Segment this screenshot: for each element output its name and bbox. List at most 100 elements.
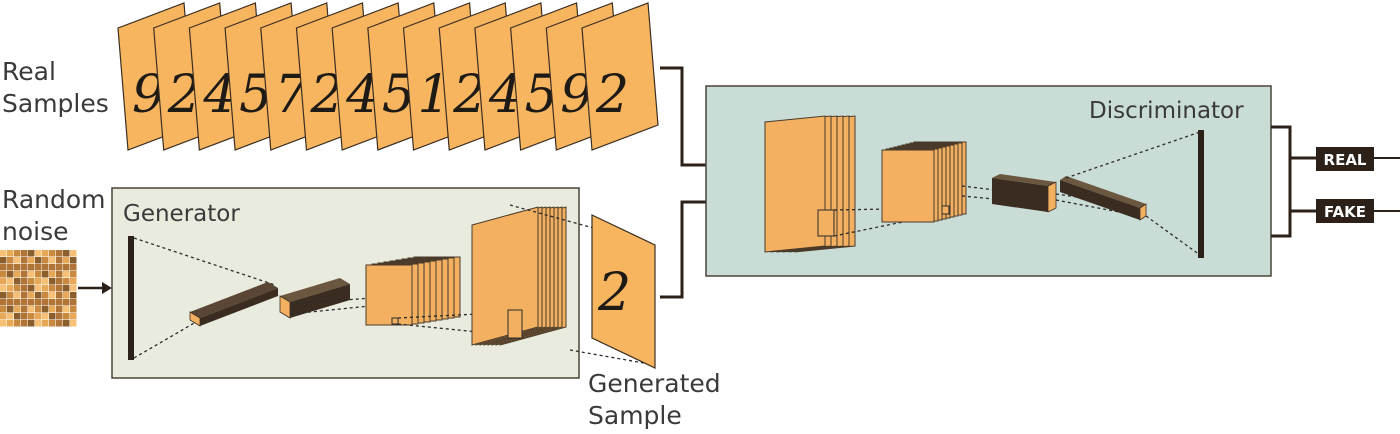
- noise-cell: [56, 306, 63, 313]
- noise-cell: [56, 250, 63, 257]
- noise-cell: [0, 250, 7, 257]
- noise-cell: [63, 271, 70, 278]
- noise-cell: [63, 285, 70, 292]
- noise-cell: [63, 320, 70, 327]
- noise-cell: [28, 299, 35, 306]
- noise-cell: [0, 320, 7, 327]
- noise-cell: [42, 320, 49, 327]
- generated-digit: 2: [597, 263, 631, 323]
- random-noise-label-line1: Random: [2, 185, 106, 214]
- real-samples-label-line2: Samples: [2, 89, 109, 118]
- noise-cell: [35, 271, 42, 278]
- noise-cell: [21, 306, 28, 313]
- noise-cell: [0, 313, 7, 320]
- noise-cell: [7, 257, 14, 264]
- noise-cell: [7, 250, 14, 257]
- real-output-badge: [1316, 147, 1374, 171]
- noise-cell: [70, 299, 77, 306]
- noise-cell: [21, 264, 28, 271]
- noise-cell: [49, 292, 56, 299]
- noise-cell: [14, 320, 21, 327]
- generated-sample-label-line1: Generated: [588, 369, 721, 398]
- noise-cell: [63, 250, 70, 257]
- noise-cell: [7, 313, 14, 320]
- discriminator-large-stack: [764, 115, 856, 253]
- generated-sample-label-line2: Sample: [588, 401, 682, 430]
- noise-cell: [0, 264, 7, 271]
- discriminator-output-vector: [1198, 130, 1204, 258]
- noise-cell: [56, 299, 63, 306]
- noise-cell: [70, 278, 77, 285]
- noise-cell: [42, 313, 49, 320]
- real-samples-connector: [660, 66, 708, 167]
- noise-cell: [21, 271, 28, 278]
- noise-cell: [28, 320, 35, 327]
- noise-cell: [14, 278, 21, 285]
- fake-output-badge: [1316, 199, 1374, 223]
- discriminator-layers: [764, 115, 1204, 258]
- feature-map-plate: [471, 206, 539, 346]
- noise-cell: [14, 306, 21, 313]
- noise-cell: [35, 306, 42, 313]
- noise-cell: [56, 285, 63, 292]
- noise-cell: [35, 313, 42, 320]
- noise-cell: [28, 257, 35, 264]
- feature-map-plate: [881, 149, 935, 223]
- noise-cell: [0, 292, 7, 299]
- noise-cell: [70, 250, 77, 257]
- noise-cell: [56, 313, 63, 320]
- noise-cell: [21, 250, 28, 257]
- noise-cell: [49, 271, 56, 278]
- noise-cell: [35, 264, 42, 271]
- noise-cell: [42, 264, 49, 271]
- generator-label: Generator: [123, 201, 240, 227]
- generator-layers: [128, 204, 656, 366]
- noise-cell: [70, 320, 77, 327]
- noise-cell: [14, 313, 21, 320]
- noise-cell: [35, 285, 42, 292]
- random-noise-grid: [0, 250, 77, 327]
- noise-cell: [56, 278, 63, 285]
- generator-small-block: [279, 278, 350, 319]
- noise-cell: [0, 285, 7, 292]
- noise-cell: [21, 313, 28, 320]
- noise-cell: [0, 306, 7, 313]
- noise-cell: [70, 264, 77, 271]
- noise-cell: [63, 292, 70, 299]
- noise-cell: [7, 292, 14, 299]
- noise-cell: [28, 250, 35, 257]
- noise-cell: [28, 264, 35, 271]
- discriminator-medium-stack: [881, 141, 967, 223]
- noise-cell: [49, 257, 56, 264]
- noise-cell: [49, 278, 56, 285]
- noise-cell: [63, 306, 70, 313]
- noise-cell: [49, 285, 56, 292]
- noise-cell: [14, 292, 21, 299]
- noise-cell: [14, 264, 21, 271]
- real-output-label: REAL: [1324, 151, 1367, 169]
- noise-cell: [56, 320, 63, 327]
- noise-cell: [0, 299, 7, 306]
- noise-cell: [70, 257, 77, 264]
- real-samples-label-line1: Real: [2, 57, 56, 86]
- discriminator-small-block: [992, 174, 1057, 213]
- real-sample-digit: 2: [595, 65, 629, 125]
- noise-cell: [63, 299, 70, 306]
- noise-cell: [21, 299, 28, 306]
- noise-cell: [49, 313, 56, 320]
- noise-cell: [7, 271, 14, 278]
- noise-cell: [14, 285, 21, 292]
- noise-cell: [21, 285, 28, 292]
- noise-cell: [70, 285, 77, 292]
- noise-cell: [21, 278, 28, 285]
- discriminator-label: Discriminator: [1089, 98, 1244, 124]
- noise-cell: [56, 292, 63, 299]
- noise-cell: [35, 292, 42, 299]
- noise-cell: [70, 306, 77, 313]
- noise-cell: [14, 257, 21, 264]
- fake-output-label: FAKE: [1324, 203, 1366, 221]
- noise-cell: [49, 306, 56, 313]
- noise-cell: [7, 285, 14, 292]
- discriminator-dense-bar: [1060, 176, 1147, 221]
